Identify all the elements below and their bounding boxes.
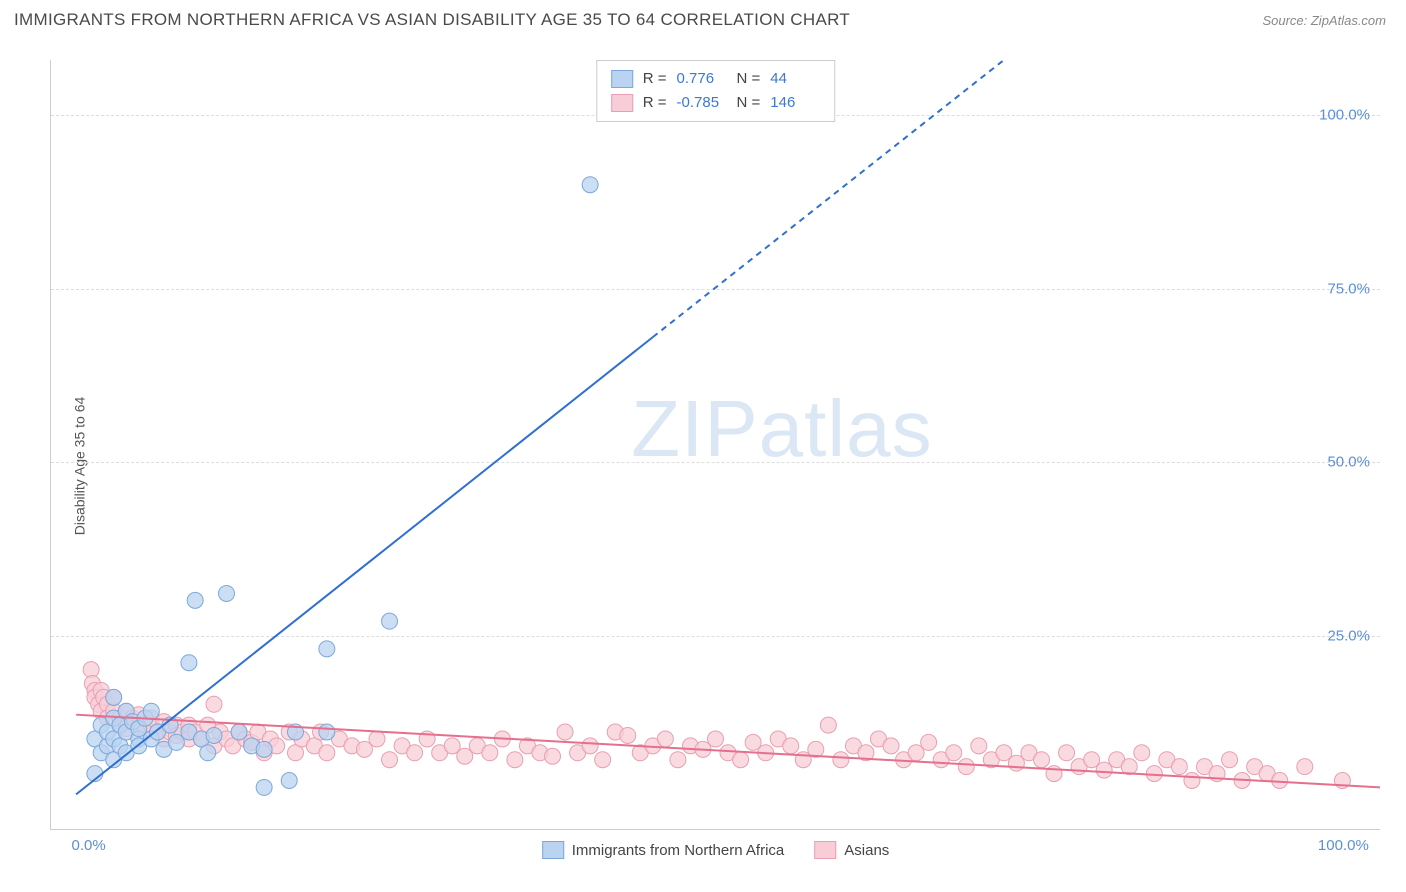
data-point bbox=[482, 745, 498, 761]
data-point bbox=[256, 779, 272, 795]
data-point bbox=[187, 592, 203, 608]
data-point bbox=[369, 731, 385, 747]
data-point bbox=[657, 731, 673, 747]
data-point bbox=[231, 724, 247, 740]
x-tick-label: 100.0% bbox=[1318, 837, 1369, 854]
legend-item-series2: Asians bbox=[814, 841, 889, 859]
data-point bbox=[143, 703, 159, 719]
data-point bbox=[670, 752, 686, 768]
data-point bbox=[106, 689, 122, 705]
chart-container: Disability Age 35 to 64 ZIPatlas R = 0.7… bbox=[0, 40, 1406, 892]
data-point bbox=[833, 752, 849, 768]
data-point bbox=[921, 734, 937, 750]
data-point bbox=[507, 752, 523, 768]
data-point bbox=[557, 724, 573, 740]
correlation-legend: R = 0.776 N = 44 R = -0.785 N = 146 bbox=[596, 60, 836, 122]
data-point bbox=[620, 727, 636, 743]
legend-item-series1: Immigrants from Northern Africa bbox=[542, 841, 785, 859]
data-point bbox=[1184, 773, 1200, 789]
x-tick-label: 0.0% bbox=[72, 837, 106, 854]
series-legend: Immigrants from Northern Africa Asians bbox=[542, 841, 890, 859]
legend-swatch-series1 bbox=[611, 70, 633, 88]
data-point bbox=[595, 752, 611, 768]
source-attribution: Source: ZipAtlas.com bbox=[1262, 13, 1386, 28]
data-point bbox=[783, 738, 799, 754]
data-point bbox=[582, 738, 598, 754]
data-point bbox=[545, 748, 561, 764]
data-point bbox=[181, 655, 197, 671]
data-point bbox=[1272, 773, 1288, 789]
data-point bbox=[1171, 759, 1187, 775]
data-point bbox=[883, 738, 899, 754]
data-point bbox=[582, 177, 598, 193]
chart-title: IMMIGRANTS FROM NORTHERN AFRICA VS ASIAN… bbox=[14, 10, 850, 30]
data-point bbox=[1033, 752, 1049, 768]
data-point bbox=[319, 724, 335, 740]
data-point bbox=[219, 585, 235, 601]
data-point bbox=[319, 641, 335, 657]
data-point bbox=[958, 759, 974, 775]
data-point bbox=[319, 745, 335, 761]
data-point bbox=[206, 696, 222, 712]
data-point bbox=[946, 745, 962, 761]
data-point bbox=[1222, 752, 1238, 768]
data-point bbox=[382, 613, 398, 629]
data-point bbox=[820, 717, 836, 733]
data-point bbox=[733, 752, 749, 768]
data-point bbox=[1059, 745, 1075, 761]
data-point bbox=[708, 731, 724, 747]
data-point bbox=[382, 752, 398, 768]
legend-swatch-series2-bottom bbox=[814, 841, 836, 859]
data-point bbox=[256, 741, 272, 757]
data-point bbox=[971, 738, 987, 754]
data-point bbox=[1134, 745, 1150, 761]
data-point bbox=[1297, 759, 1313, 775]
plot-svg bbox=[51, 60, 1380, 829]
legend-swatch-series1-bottom bbox=[542, 841, 564, 859]
plot-area: ZIPatlas R = 0.776 N = 44 R = -0.785 N =… bbox=[50, 60, 1380, 830]
legend-row-series2: R = -0.785 N = 146 bbox=[611, 91, 821, 115]
legend-swatch-series2 bbox=[611, 94, 633, 112]
data-point bbox=[281, 773, 297, 789]
data-point bbox=[200, 745, 216, 761]
data-point bbox=[407, 745, 423, 761]
data-point bbox=[206, 727, 222, 743]
legend-row-series1: R = 0.776 N = 44 bbox=[611, 67, 821, 91]
